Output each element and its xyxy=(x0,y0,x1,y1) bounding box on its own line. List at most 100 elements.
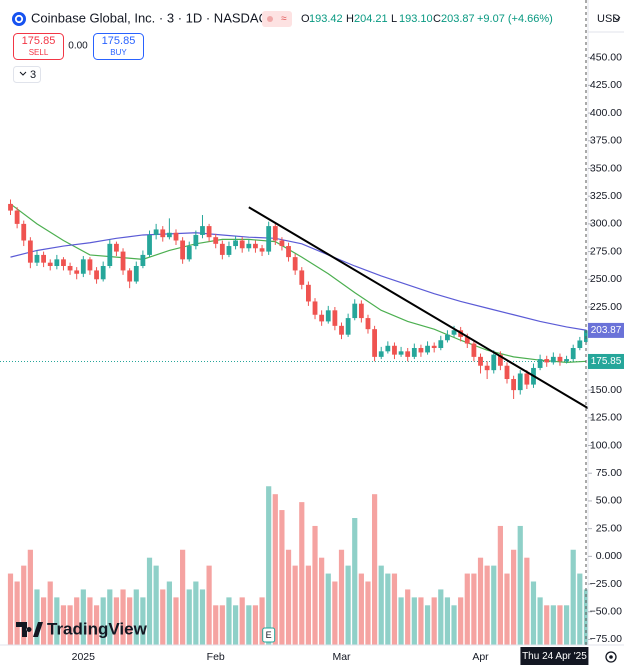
candle-body xyxy=(27,240,33,263)
candle-body xyxy=(67,265,73,271)
candle-body xyxy=(173,232,179,241)
settings-icon[interactable] xyxy=(605,651,617,663)
currency: USD xyxy=(597,13,620,25)
volume-bar xyxy=(365,581,371,645)
y-tick-label: 50.00 xyxy=(596,495,622,507)
volume-bar xyxy=(160,589,166,645)
candle-body xyxy=(47,262,53,266)
volume-bar xyxy=(279,510,285,645)
volume-bar xyxy=(458,597,464,645)
candle-body xyxy=(372,329,377,357)
logo xyxy=(12,12,26,26)
axes: 450.00 425.00 400.00 375.00 350.00 325.00 300.… xyxy=(72,51,624,665)
crosshair-label: Thu 24 Apr '25 xyxy=(522,651,587,662)
volume-bar xyxy=(491,565,497,645)
y-tick-label: −75.00 xyxy=(590,633,623,645)
volume-bar xyxy=(438,589,444,645)
brand-logo xyxy=(16,622,43,637)
y-tick-label: 325.00 xyxy=(590,190,622,202)
trendline xyxy=(248,206,588,410)
candle-body xyxy=(219,243,225,255)
candle-body xyxy=(319,314,325,322)
candle-body xyxy=(418,348,424,353)
volume-bar xyxy=(67,605,73,645)
indicators-toggle[interactable] xyxy=(13,66,41,83)
volume-bar xyxy=(338,549,345,645)
y-tick-label: 400.00 xyxy=(590,107,622,119)
volume-bar xyxy=(570,549,576,645)
candle-body xyxy=(557,356,563,362)
volume-bar xyxy=(246,605,252,645)
candle-body xyxy=(312,301,318,315)
y-tick-label: 300.00 xyxy=(590,218,622,230)
x-tick-label: Mar xyxy=(332,651,351,663)
volume-bar xyxy=(312,525,318,645)
volume-bar xyxy=(537,597,543,645)
volume-bar xyxy=(34,589,40,645)
candle-body xyxy=(292,257,298,271)
candle-body xyxy=(74,270,80,274)
candle-body xyxy=(425,345,430,353)
volume-bar xyxy=(54,597,60,645)
legend-key: H xyxy=(346,13,354,25)
sell-button[interactable] xyxy=(13,33,64,60)
volume-bar xyxy=(544,605,550,645)
candle-body xyxy=(193,234,199,247)
y-tick-label: 250.00 xyxy=(590,273,622,285)
sell-price: 175.85 xyxy=(22,35,56,47)
moving-average xyxy=(10,232,587,331)
volume-bar xyxy=(100,597,106,645)
currency-chevron xyxy=(613,16,621,21)
candle-body xyxy=(54,259,60,266)
candle-body xyxy=(299,270,305,285)
volume-bar xyxy=(424,605,431,645)
y-tick-label: −25.00 xyxy=(590,578,623,590)
volume-bar xyxy=(27,549,33,645)
candle-body xyxy=(14,210,20,224)
volume-bar xyxy=(93,605,100,645)
buy-button[interactable] xyxy=(93,33,144,60)
volume-bar xyxy=(213,605,219,645)
price-badge-label: 203.87 xyxy=(591,325,622,336)
candle-body xyxy=(272,226,278,241)
volume-bar xyxy=(127,597,133,645)
candle-body xyxy=(114,243,119,252)
volume-bar xyxy=(557,605,563,645)
candle-body xyxy=(147,234,152,255)
volume-bar xyxy=(418,597,424,645)
legend-key: L xyxy=(391,13,397,25)
volume-bar xyxy=(372,494,378,645)
volume-bar xyxy=(524,557,530,645)
candle-body xyxy=(80,259,86,274)
volume-bar xyxy=(272,494,278,645)
candle-body xyxy=(127,270,133,282)
volume-bar xyxy=(385,573,391,645)
volume-bar xyxy=(378,565,384,645)
volume-bar xyxy=(193,581,199,645)
candle-body xyxy=(524,373,530,385)
volume-bar xyxy=(41,597,47,645)
candle-body xyxy=(213,237,219,244)
volume-bar xyxy=(319,557,325,645)
candle-body xyxy=(200,226,205,235)
candle-body xyxy=(564,359,569,362)
volume-bar xyxy=(140,597,146,645)
volume-bar xyxy=(7,573,14,645)
y-tick-label: 100.00 xyxy=(590,439,622,451)
volume-bar xyxy=(239,597,245,645)
volume-bar xyxy=(21,565,27,645)
volume-bar xyxy=(74,597,80,645)
candle-body xyxy=(266,226,272,252)
volume-bar xyxy=(107,589,113,645)
volume-bar xyxy=(352,518,358,645)
candle-body xyxy=(537,359,543,368)
volume-bar xyxy=(398,597,404,645)
candle-body xyxy=(279,240,285,247)
candle-body xyxy=(107,243,113,266)
spread: 0.00 xyxy=(68,41,88,52)
candle-body xyxy=(365,318,371,330)
volume-bar xyxy=(477,557,484,645)
candle-body xyxy=(405,351,411,357)
candle-body xyxy=(438,340,444,349)
